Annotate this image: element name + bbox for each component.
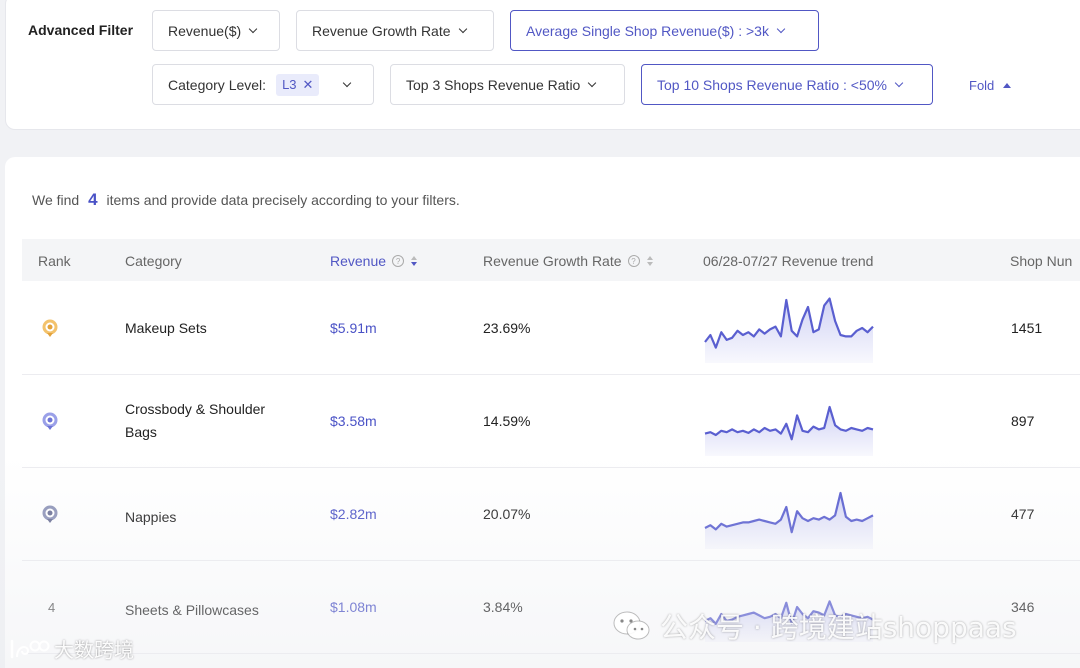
avg-shop-revenue-filter-label: Average Single Shop Revenue($) : >3k: [526, 22, 769, 39]
watermark-brand: 大数跨境: [8, 634, 134, 663]
top10-shops-filter[interactable]: Top 10 Shops Revenue Ratio : <50%: [641, 64, 933, 105]
summary-suffix: items and provide data precisely accordi…: [106, 192, 460, 208]
growth-value: 3.84%: [483, 599, 523, 615]
avg-shop-revenue-filter[interactable]: Average Single Shop Revenue($) : >3k: [510, 10, 819, 51]
column-growth[interactable]: Revenue Growth Rate ?: [483, 253, 653, 269]
advanced-filter-title: Advanced Filter: [28, 22, 134, 38]
fold-label: Fold: [969, 78, 995, 93]
help-icon[interactable]: ?: [627, 255, 640, 267]
revenue-trend-sparkline: [704, 600, 874, 642]
revenue-value: $2.82m: [330, 506, 377, 522]
table-row[interactable]: Crossbody & Shoulder Bags $3.58m 14.59% …: [22, 375, 1080, 468]
watermark-right-text: 公众号 · 跨境建站shoppaas: [660, 611, 1017, 644]
chevron-down-icon: [458, 24, 467, 33]
column-revenue[interactable]: Revenue ?: [330, 253, 418, 269]
fold-button[interactable]: Fold: [969, 78, 1012, 93]
caret-up-icon: [1003, 83, 1012, 88]
category-level-label: Category Level:: [168, 76, 267, 93]
growth-value: 23.69%: [483, 320, 531, 336]
sort-icon[interactable]: [411, 256, 418, 266]
table-header: [22, 239, 1080, 281]
trend-line: [704, 297, 874, 349]
wechat-icon: [613, 611, 650, 640]
summary-prefix: We find: [32, 192, 80, 208]
help-icon[interactable]: ?: [392, 255, 405, 267]
category-name[interactable]: Sheets & Pillowcases: [125, 602, 259, 618]
column-growth-label: Revenue Growth Rate: [483, 253, 622, 269]
table-row[interactable]: 4 Sheets & Pillowcases $1.08m 3.84% 346: [22, 561, 1080, 654]
shop-count: 1451: [1011, 320, 1043, 336]
trend-line: [704, 405, 874, 441]
revenue-filter[interactable]: Revenue($): [152, 10, 280, 51]
bronze-medal-icon: [42, 505, 58, 523]
column-category: Category: [125, 253, 182, 269]
result-count: 4: [88, 190, 98, 209]
shop-count: 346: [1011, 599, 1035, 615]
category-name[interactable]: Nappies: [125, 509, 177, 525]
column-revenue-label: Revenue: [330, 253, 387, 269]
category-name[interactable]: Makeup Sets: [125, 320, 207, 336]
chevron-down-icon: [894, 78, 904, 87]
revenue-trend-sparkline: [704, 491, 874, 549]
silver-medal-icon: [42, 412, 58, 430]
chevron-down-icon: [588, 78, 597, 87]
table-row[interactable]: Nappies $2.82m 20.07% 477: [22, 468, 1080, 561]
category-name[interactable]: Crossbody & Shoulder Bags: [125, 401, 266, 440]
category-level-filter[interactable]: Category Level: L3 ✕: [152, 64, 374, 105]
gold-medal-icon: [42, 319, 58, 337]
shop-count: 477: [1011, 506, 1035, 522]
top3-shops-filter[interactable]: Top 3 Shops Revenue Ratio: [390, 64, 625, 105]
column-shop-num: Shop Nun: [1010, 253, 1073, 269]
growth-value: 20.07%: [483, 506, 531, 522]
top3-shops-filter-label: Top 3 Shops Revenue Ratio: [406, 76, 581, 93]
rank-number: 4: [48, 600, 56, 615]
shop-count: 897: [1011, 413, 1035, 429]
table-row[interactable]: Makeup Sets $5.91m 23.69% 1451: [22, 282, 1080, 375]
category-level-tag-label: L3: [282, 77, 297, 92]
watermark-left-text: 大数跨境: [54, 638, 134, 662]
chevron-down-icon: [248, 24, 258, 33]
column-rank: Rank: [38, 253, 71, 269]
trend-line: [704, 491, 874, 534]
trend-line: [704, 600, 874, 625]
revenue-growth-filter[interactable]: Revenue Growth Rate: [296, 10, 494, 51]
revenue-growth-filter-label: Revenue Growth Rate: [312, 22, 451, 39]
close-icon[interactable]: ✕: [302, 76, 314, 92]
revenue-value: $1.08m: [330, 599, 377, 615]
revenue-trend-sparkline: [704, 405, 874, 456]
watermark-wechat: 公众号 · 跨境建站shoppaas: [612, 606, 1017, 646]
revenue-value: $5.91m: [330, 320, 377, 336]
chevron-down-icon: [343, 78, 352, 87]
revenue-filter-label: Revenue($): [168, 22, 242, 39]
category-level-tag[interactable]: L3 ✕: [276, 73, 320, 96]
brand-logo-icon: [10, 639, 50, 658]
revenue-trend-sparkline: [704, 297, 874, 363]
growth-value: 14.59%: [483, 413, 531, 429]
revenue-value: $3.58m: [330, 413, 377, 429]
results-summary: We find 4 items and provide data precise…: [32, 190, 460, 210]
column-trend: 06/28-07/27 Revenue trend: [703, 253, 874, 269]
sort-icon[interactable]: [646, 256, 653, 266]
trend-area: [705, 601, 873, 642]
chevron-down-icon: [776, 24, 786, 33]
trend-area: [705, 298, 873, 363]
top10-shops-filter-label: Top 10 Shops Revenue Ratio : <50%: [657, 76, 887, 93]
